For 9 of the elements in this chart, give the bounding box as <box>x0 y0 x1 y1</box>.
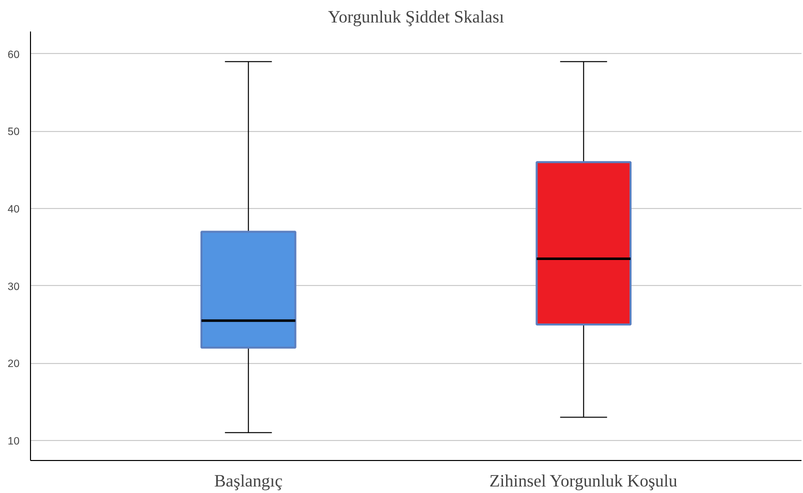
y-tick-label: 40 <box>8 204 20 216</box>
y-tick-label: 50 <box>8 126 20 138</box>
y-tick-label: 20 <box>8 358 20 370</box>
y-tick-label: 30 <box>8 280 20 293</box>
x-tick-label: Başlangıç <box>214 472 283 490</box>
y-tick-label: 60 <box>8 48 20 61</box>
chart-title: Yorgunluk Şiddet Skalası <box>328 8 504 26</box>
y-tick-label: 10 <box>8 435 20 448</box>
x-tick-label: Zihinsel Yorgunluk Koşulu <box>489 472 678 490</box>
